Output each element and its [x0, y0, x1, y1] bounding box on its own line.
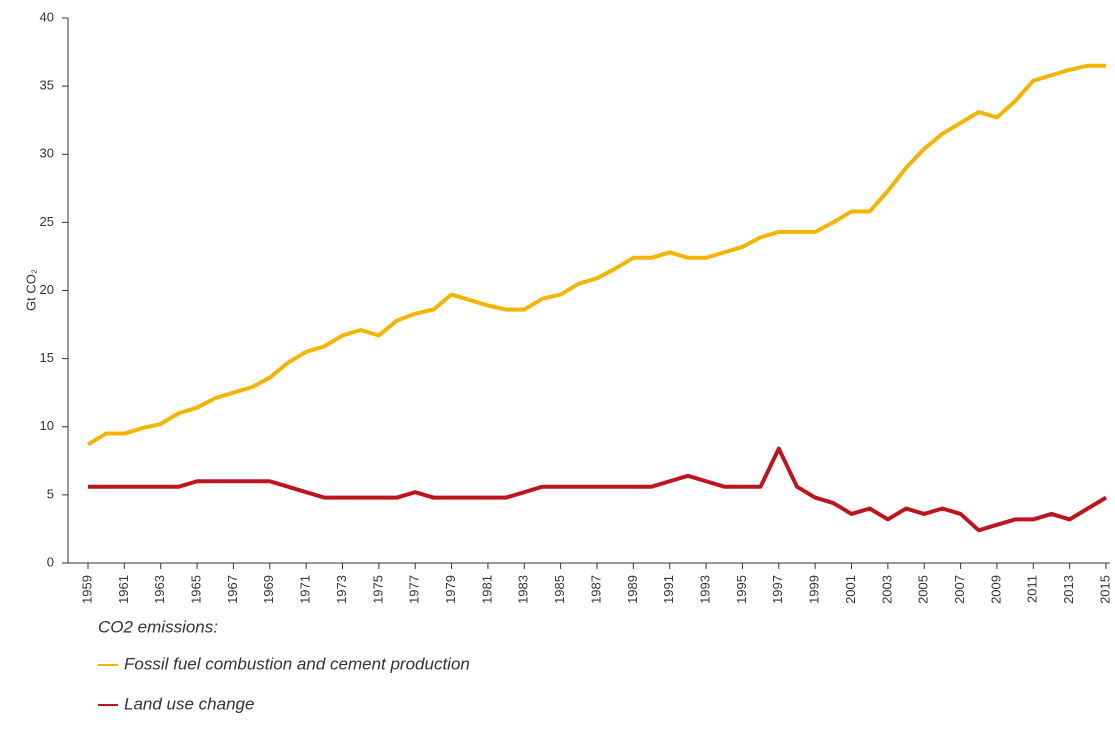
x-tick-label: 1977 [407, 575, 422, 604]
x-tick-label: 1997 [770, 575, 785, 604]
x-tick-label: 1961 [116, 575, 131, 604]
y-axis-label: Gt CO₂ [23, 269, 38, 311]
y-tick-label: 5 [47, 486, 54, 501]
x-tick-label: 2003 [879, 575, 894, 604]
x-tick-label: 1975 [370, 575, 385, 604]
x-tick-label: 1969 [261, 575, 276, 604]
y-tick-label: 20 [40, 282, 54, 297]
series-line [86, 63, 1106, 447]
x-tick-label: 1991 [661, 575, 676, 604]
y-tick-label: 25 [40, 214, 54, 229]
y-tick-label: 30 [40, 146, 54, 161]
x-tick-label: 1963 [152, 575, 167, 604]
legend-label: Land use change [124, 694, 254, 713]
y-tick-label: 40 [40, 9, 54, 24]
x-tick-label: 1983 [516, 575, 531, 604]
series-line [88, 446, 1108, 533]
x-tick-label: 1999 [807, 575, 822, 604]
x-tick-label: 1973 [334, 575, 349, 604]
y-tick-label: 35 [40, 78, 54, 93]
y-tick-label: 10 [40, 418, 54, 433]
x-tick-label: 1985 [552, 575, 567, 604]
x-tick-label: 1971 [298, 575, 313, 604]
x-tick-label: 1965 [189, 575, 204, 604]
x-tick-label: 2007 [952, 575, 967, 604]
x-tick-label: 1967 [225, 575, 240, 604]
x-tick-label: 2013 [1061, 575, 1076, 604]
x-tick-label: 1995 [734, 575, 749, 604]
x-tick-label: 1993 [698, 575, 713, 604]
legend-label: Fossil fuel combustion and cement produc… [124, 654, 470, 673]
x-tick-label: 1987 [588, 575, 603, 604]
legend-title: CO2 emissions: [98, 617, 218, 636]
x-tick-label: 1959 [79, 575, 94, 604]
x-tick-label: 1979 [443, 575, 458, 604]
x-tick-label: 1981 [479, 575, 494, 604]
x-tick-label: 2005 [916, 575, 931, 604]
x-tick-label: 2009 [988, 575, 1003, 604]
x-tick-label: 2001 [843, 575, 858, 604]
y-tick-label: 15 [40, 350, 54, 365]
x-tick-label: 2015 [1097, 575, 1112, 604]
y-tick-label: 0 [47, 554, 54, 569]
x-tick-label: 1989 [625, 575, 640, 604]
x-tick-label: 2011 [1025, 575, 1040, 603]
